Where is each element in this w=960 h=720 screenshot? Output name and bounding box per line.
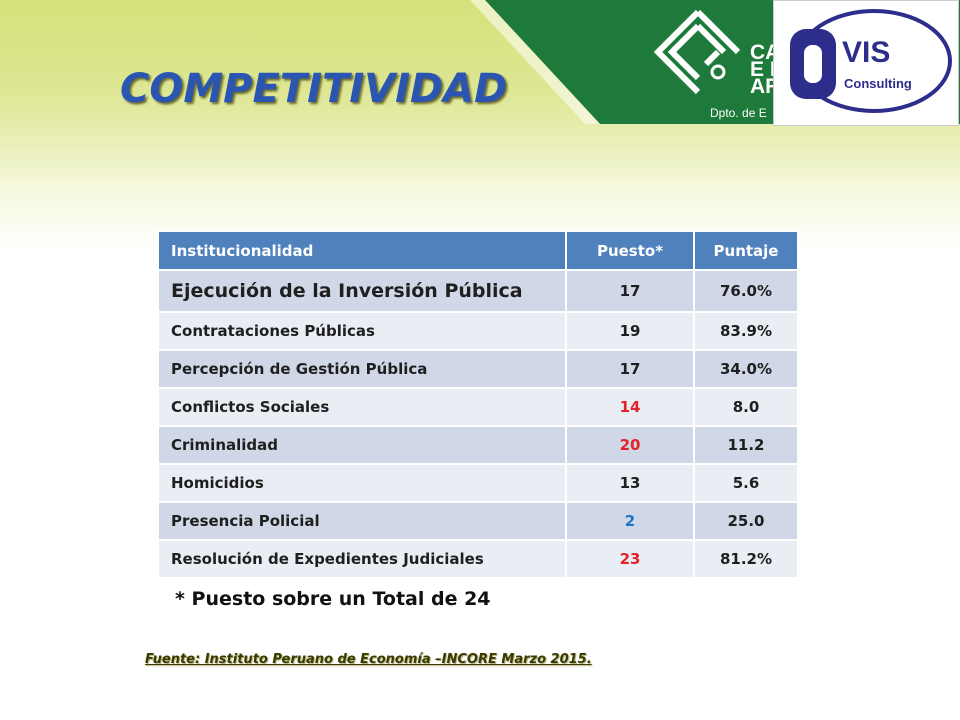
- table-row: Homicidios 13 5.6: [157, 463, 799, 503]
- table-header-row: Institucionalidad Puesto* Puntaje: [157, 230, 799, 271]
- rank-cell: 14: [565, 387, 695, 427]
- score-cell: 34.0%: [693, 349, 799, 389]
- partner-logo-sub: Consulting: [844, 76, 912, 91]
- indicator-cell: Criminalidad: [157, 425, 567, 465]
- indicator-cell: Homicidios: [157, 463, 567, 503]
- competitiveness-table: Institucionalidad Puesto* Puntaje Ejecuc…: [157, 230, 799, 579]
- column-header-rank: Puesto*: [565, 230, 695, 271]
- score-cell: 8.0: [693, 387, 799, 427]
- indicator-cell: Ejecución de la Inversión Pública: [157, 269, 567, 313]
- footnote: * Puesto sobre un Total de 24: [175, 588, 491, 610]
- indicator-cell: Resolución de Expedientes Judiciales: [157, 539, 567, 579]
- org-logo-icon: [653, 9, 741, 95]
- score-cell: 81.2%: [693, 539, 799, 579]
- rank-cell: 17: [565, 269, 695, 313]
- indicator-cell: Percepción de Gestión Pública: [157, 349, 567, 389]
- source-text: Fuente: Instituto Peruano de Economía –I…: [145, 652, 592, 667]
- rank-cell: 23: [565, 539, 695, 579]
- score-cell: 76.0%: [693, 269, 799, 313]
- score-cell: 83.9%: [693, 311, 799, 351]
- table-row: Resolución de Expedientes Judiciales 23 …: [157, 539, 799, 579]
- partner-logo: [773, 0, 959, 126]
- score-cell: 5.6: [693, 463, 799, 503]
- column-header-score: Puntaje: [693, 230, 799, 271]
- ovis-logo-icon: [790, 9, 952, 113]
- table-row: Percepción de Gestión Pública 17 34.0%: [157, 349, 799, 389]
- table-row: Contrataciones Públicas 19 83.9%: [157, 311, 799, 351]
- score-cell: 11.2: [693, 425, 799, 465]
- source-citation: Fuente: Instituto Peruano de Economía –I…: [145, 652, 592, 667]
- rank-cell: 17: [565, 349, 695, 389]
- table-row: Ejecución de la Inversión Pública 17 76.…: [157, 269, 799, 313]
- partner-logo-word: VIS: [842, 36, 891, 69]
- rank-cell: 20: [565, 425, 695, 465]
- table-row: Conflictos Sociales 14 8.0: [157, 387, 799, 427]
- rank-cell: 19: [565, 311, 695, 351]
- rank-cell: 13: [565, 463, 695, 503]
- org-logo-text: CA E I AR: [750, 44, 780, 95]
- indicator-cell: Conflictos Sociales: [157, 387, 567, 427]
- column-header-indicator: Institucionalidad: [157, 230, 567, 271]
- table-row: Presencia Policial 2 25.0: [157, 501, 799, 541]
- indicator-cell: Contrataciones Públicas: [157, 311, 567, 351]
- indicator-cell: Presencia Policial: [157, 501, 567, 541]
- org-logo-dept: Dpto. de E: [710, 106, 767, 120]
- rank-cell: 2: [565, 501, 695, 541]
- score-cell: 25.0: [693, 501, 799, 541]
- page-title: COMPETITIVIDAD: [120, 66, 508, 112]
- table-row: Criminalidad 20 11.2: [157, 425, 799, 465]
